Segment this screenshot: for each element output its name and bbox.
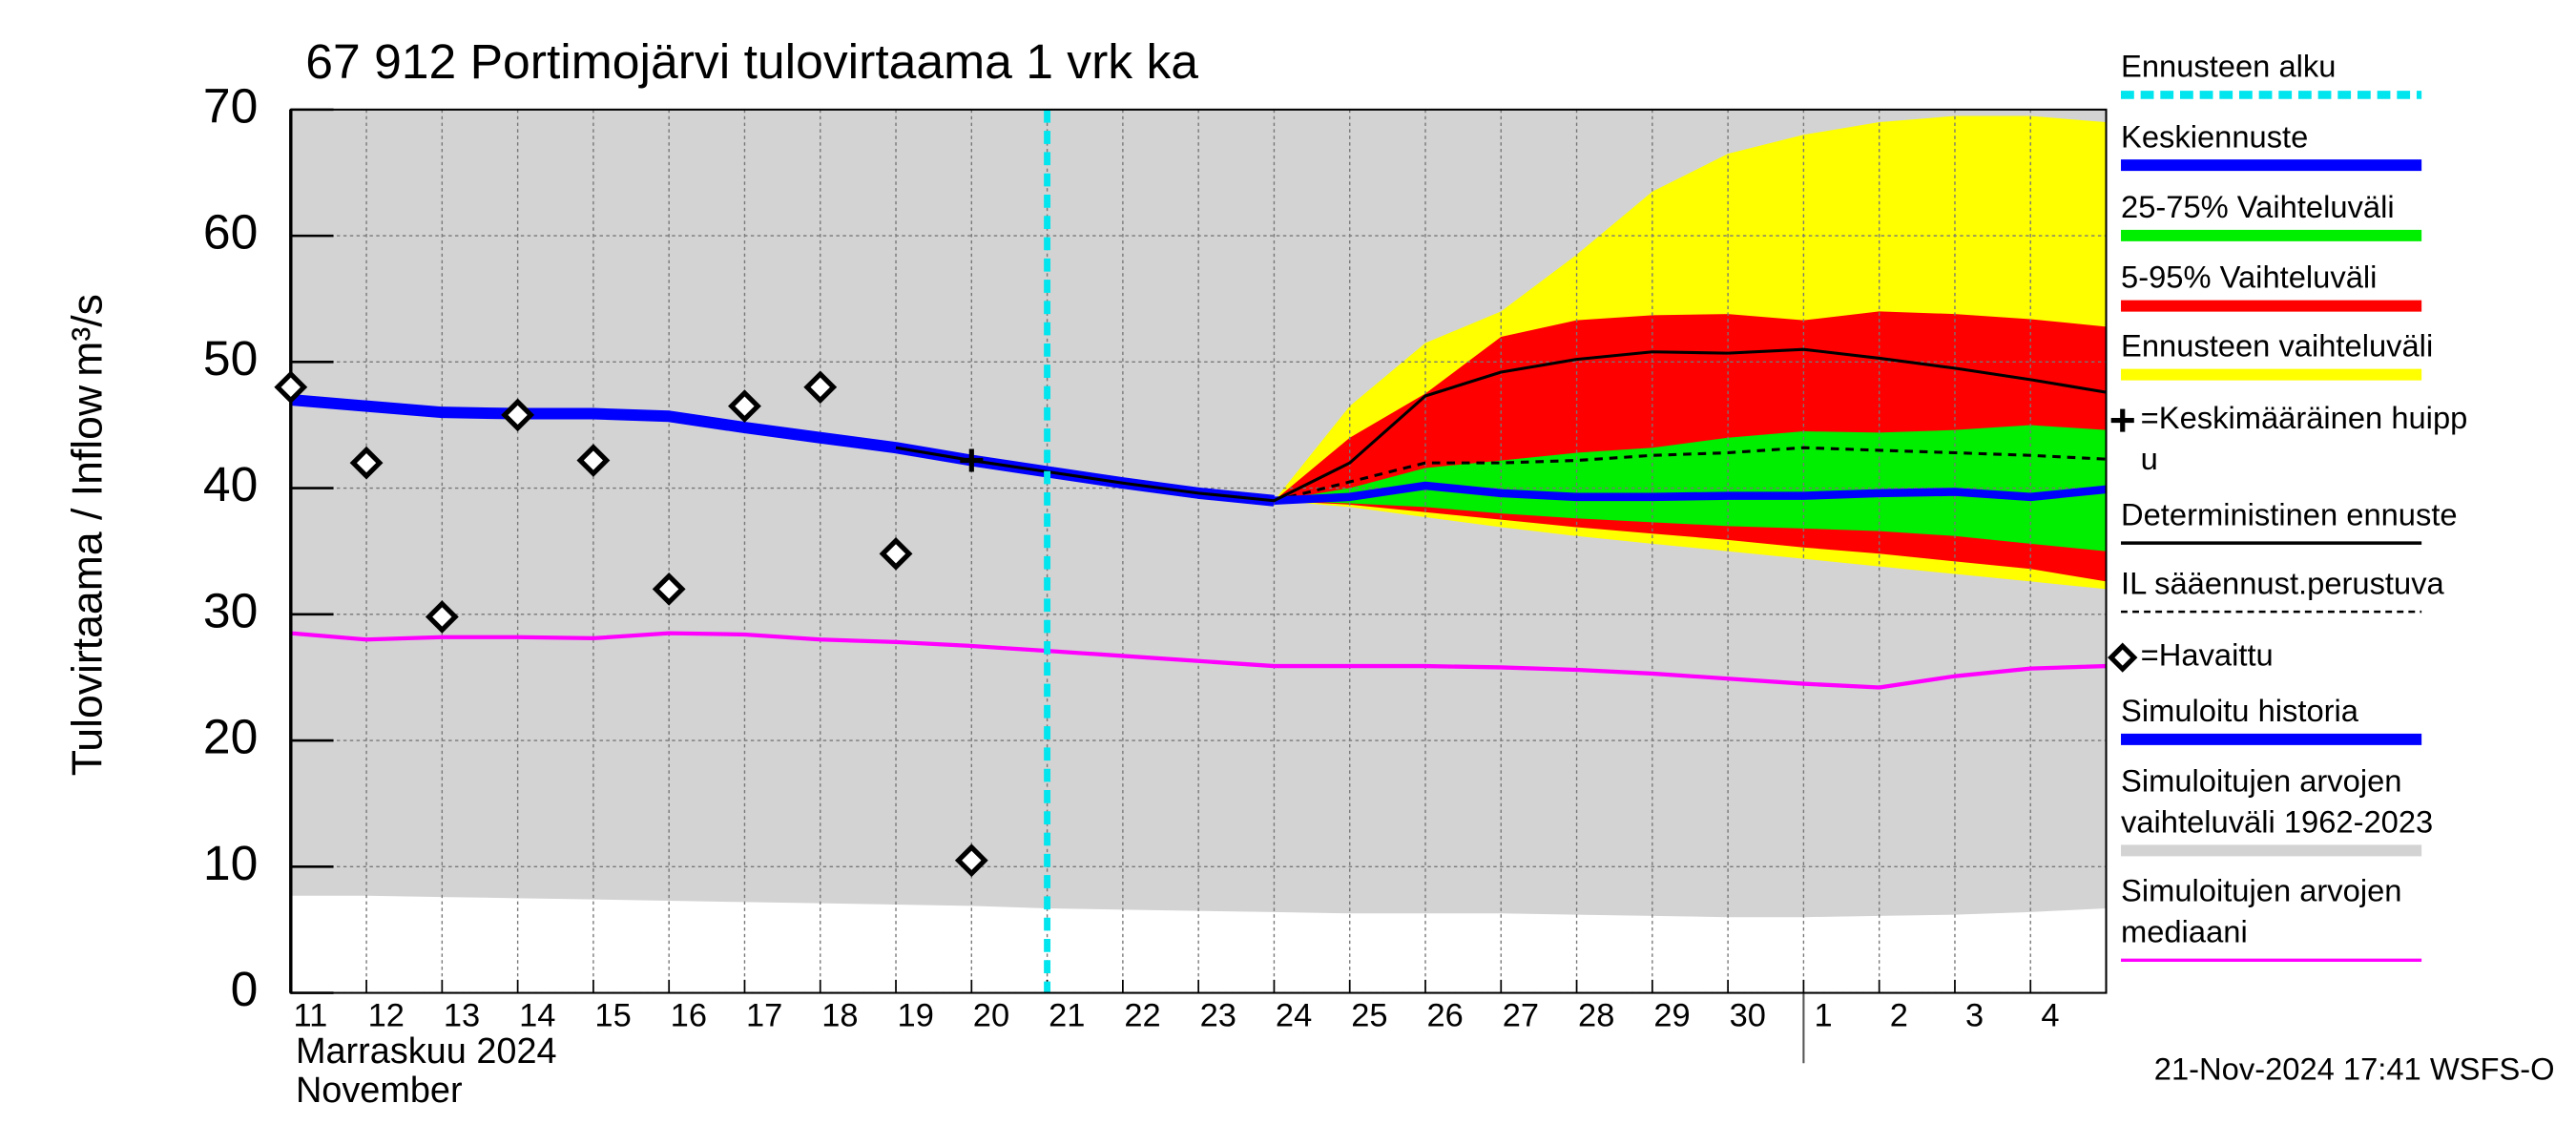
x-tick-label: 14 <box>519 997 555 1033</box>
x-tick-label: 28 <box>1578 997 1614 1033</box>
x-tick-label: 20 <box>973 997 1009 1033</box>
x-tick-label: 19 <box>898 997 934 1033</box>
legend-label: =Keskimääräinen huipp <box>2141 400 2468 435</box>
legend-label: IL sääennust.perustuva <box>2121 565 2445 600</box>
x-tick-label: 18 <box>821 997 858 1033</box>
observed-point <box>501 398 535 432</box>
series-line <box>1273 446 2107 503</box>
x-tick-label: 11 <box>294 997 328 1033</box>
x-axis-label: November <box>296 1071 463 1111</box>
x-tick-label: 15 <box>594 997 631 1033</box>
legend-label: Deterministinen ennuste <box>2121 496 2458 531</box>
x-tick-label: 29 <box>1653 997 1690 1033</box>
legend-label: Simuloitu historia <box>2121 693 2359 728</box>
x-tick-label: 21 <box>1049 997 1085 1033</box>
series-line <box>290 631 2107 690</box>
legend-symbol <box>2110 408 2134 432</box>
x-tick-label: 2 <box>1890 997 1908 1033</box>
observed-point <box>349 446 384 480</box>
observed-point <box>728 389 761 423</box>
x-tick-label: 26 <box>1427 997 1464 1033</box>
legend-label: vaihteluväli 1962-2023 <box>2121 804 2433 840</box>
observed-point <box>425 600 459 634</box>
x-tick-label: 13 <box>444 997 480 1033</box>
y-tick-label: 60 <box>203 204 258 260</box>
x-tick-label: 27 <box>1503 997 1539 1033</box>
legend-label: Simuloitujen arvojen <box>2121 763 2401 799</box>
legend-symbol <box>2108 642 2138 673</box>
x-tick-label: 24 <box>1276 997 1312 1033</box>
legend-label: 25-75% Vaihteluväli <box>2121 189 2395 224</box>
y-tick-label: 20 <box>203 709 258 764</box>
x-axis-label: Marraskuu 2024 <box>296 1031 557 1072</box>
x-tick-label: 3 <box>1965 997 1984 1033</box>
x-tick-label: 12 <box>368 997 405 1033</box>
series-line <box>1274 481 2107 506</box>
y-tick-label: 10 <box>203 835 258 890</box>
observed-point <box>274 370 308 405</box>
x-tick-label: 16 <box>671 997 707 1033</box>
y-tick-label: 50 <box>203 330 258 385</box>
legend-label: Simuloitujen arvojen <box>2121 873 2401 908</box>
chart-title: 67 912 Portimojärvi tulovirtaama 1 vrk k… <box>305 33 1198 89</box>
observed-point <box>879 537 913 571</box>
x-tick-label: 23 <box>1200 997 1236 1033</box>
observed-point <box>652 572 686 606</box>
range-band <box>1274 425 2107 552</box>
series-line <box>895 347 2107 503</box>
x-tick-label: 1 <box>1814 997 1832 1033</box>
y-tick-label: 40 <box>203 456 258 511</box>
x-tick-label: 30 <box>1730 997 1766 1033</box>
legend-label: mediaani <box>2121 914 2248 949</box>
legend-label: =Havaittu <box>2141 637 2274 673</box>
observed-point <box>576 444 611 477</box>
y-axis-label: Tulovirtaama / Inflow <box>64 385 111 776</box>
legend-label: Ennusteen alku <box>2121 49 2336 84</box>
y-tick-label: 70 <box>203 78 258 134</box>
observed-point <box>954 843 988 878</box>
y-tick-label: 0 <box>231 961 259 1016</box>
legend-label: Keskiennuste <box>2121 118 2308 154</box>
y-tick-label: 30 <box>203 583 258 638</box>
x-tick-label: 25 <box>1351 997 1387 1033</box>
x-tick-label: 22 <box>1124 997 1160 1033</box>
observed-point <box>803 370 838 405</box>
footer: 21-Nov-2024 17:41 WSFS-O <box>2154 1051 2555 1087</box>
y-axis-unit: m³/s <box>64 294 111 377</box>
x-tick-label: 17 <box>746 997 782 1033</box>
legend-label: 5-95% Vaihteluväli <box>2121 260 2377 295</box>
peak-marker <box>960 448 984 472</box>
x-tick-label: 4 <box>2041 997 2059 1033</box>
legend-label: u <box>2141 441 2158 476</box>
legend-label: Ennusteen vaihteluväli <box>2121 328 2433 364</box>
